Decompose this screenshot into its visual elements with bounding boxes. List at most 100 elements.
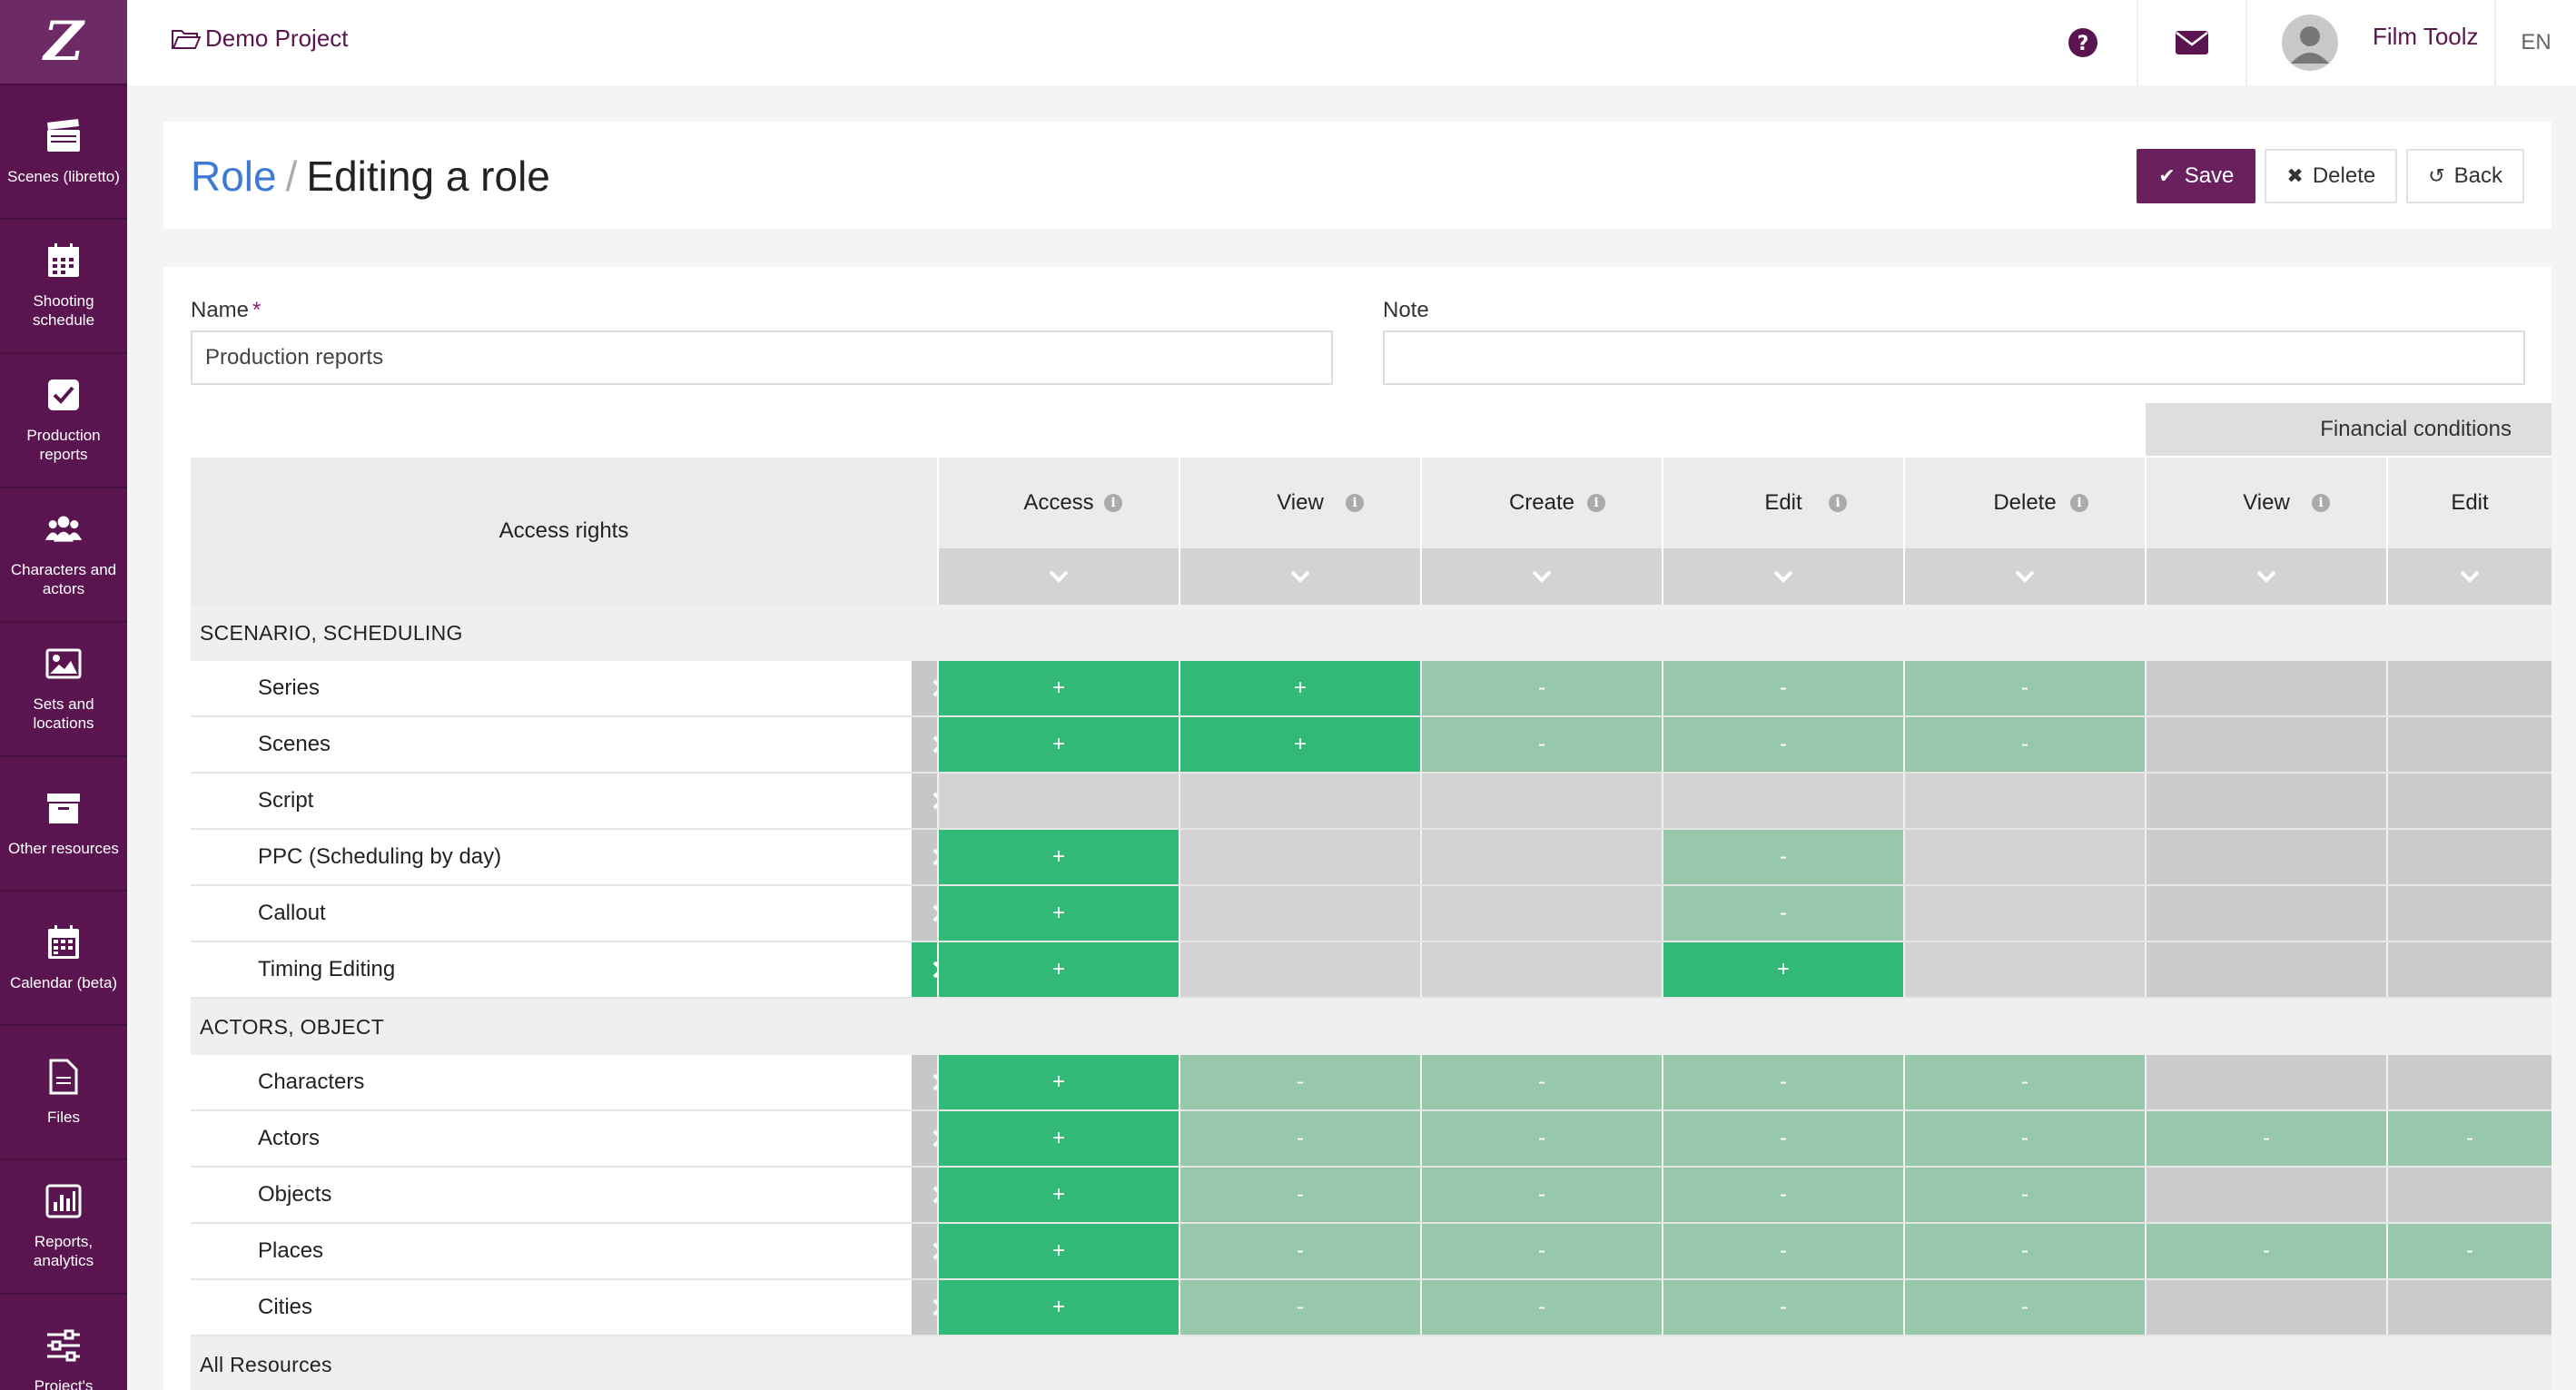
sidebar-item-reports-analytics[interactable]: Reports, analytics xyxy=(0,1160,127,1295)
permission-cell[interactable] xyxy=(2145,774,2386,828)
sidebar-item-calendar-beta[interactable]: Calendar (beta) xyxy=(0,892,127,1026)
permission-cell[interactable] xyxy=(2386,1055,2551,1109)
info-icon[interactable]: i xyxy=(1104,494,1122,512)
permission-cell[interactable]: - xyxy=(1662,830,1903,884)
breadcrumb-role-link[interactable]: Role xyxy=(191,153,277,200)
sidebar-item-shooting-schedule[interactable]: Shooting schedule xyxy=(0,220,127,354)
permission-cell[interactable] xyxy=(2145,1055,2386,1109)
column-dropdown[interactable] xyxy=(1905,548,2145,605)
permission-cell[interactable]: - xyxy=(1903,661,2145,715)
back-button[interactable]: ↺ Back xyxy=(2406,149,2524,203)
sidebar-item-other-resources[interactable]: Other resources xyxy=(0,757,127,892)
permission-cell[interactable]: - xyxy=(1662,717,1903,772)
permission-cell[interactable]: - xyxy=(1179,1111,1420,1166)
permission-cell[interactable]: - xyxy=(1662,1168,1903,1222)
permission-cell[interactable]: - xyxy=(1662,661,1903,715)
permission-cell[interactable]: - xyxy=(1420,1168,1662,1222)
user-menu[interactable]: Film Toolz xyxy=(2245,0,2494,85)
permission-cell[interactable]: - xyxy=(1662,1055,1903,1109)
permission-cell[interactable]: + xyxy=(937,886,1179,941)
permission-cell[interactable] xyxy=(2145,717,2386,772)
permission-cell[interactable] xyxy=(1179,774,1420,828)
permission-cell[interactable]: - xyxy=(1420,661,1662,715)
permission-cell[interactable]: - xyxy=(1420,1280,1662,1335)
sidebar-item-project-s[interactable]: Project's xyxy=(0,1295,127,1390)
column-dropdown[interactable] xyxy=(1663,548,1903,605)
permission-cell[interactable] xyxy=(1179,942,1420,997)
permission-cell[interactable] xyxy=(1903,886,2145,941)
permission-cell[interactable] xyxy=(1420,774,1662,828)
permission-cell[interactable]: + xyxy=(937,1224,1179,1278)
permission-cell[interactable] xyxy=(937,774,1179,828)
column-dropdown[interactable] xyxy=(2147,548,2386,605)
permission-cell[interactable] xyxy=(1662,774,1903,828)
permission-cell[interactable] xyxy=(2386,886,2551,941)
sidebar-item-scenes-libretto[interactable]: Scenes (libretto) xyxy=(0,85,127,220)
column-dropdown[interactable] xyxy=(1422,548,1662,605)
permission-cell[interactable] xyxy=(1420,830,1662,884)
column-dropdown[interactable] xyxy=(1180,548,1420,605)
permission-cell[interactable] xyxy=(2386,830,2551,884)
permission-cell[interactable] xyxy=(1903,942,2145,997)
messages-button[interactable] xyxy=(2137,0,2245,85)
name-input[interactable]: Production reports xyxy=(191,330,1333,385)
permission-cell[interactable] xyxy=(2145,1168,2386,1222)
info-icon[interactable]: i xyxy=(1346,494,1364,512)
permission-cell[interactable] xyxy=(2386,942,2551,997)
permission-cell[interactable]: - xyxy=(1420,1111,1662,1166)
permission-cell[interactable]: - xyxy=(1903,1224,2145,1278)
sidebar-item-production-reports[interactable]: Production reports xyxy=(0,354,127,488)
permission-cell[interactable]: + xyxy=(937,1280,1179,1335)
permission-cell[interactable]: - xyxy=(1903,1280,2145,1335)
permission-cell[interactable] xyxy=(1179,830,1420,884)
permission-cell[interactable] xyxy=(1903,830,2145,884)
permission-cell[interactable]: - xyxy=(1179,1224,1420,1278)
permission-cell[interactable] xyxy=(1179,886,1420,941)
sidebar-item-files[interactable]: Files xyxy=(0,1026,127,1160)
permission-cell[interactable] xyxy=(2145,830,2386,884)
permission-cell[interactable]: - xyxy=(1662,1224,1903,1278)
sidebar-item-characters-and-actors[interactable]: Characters and actors xyxy=(0,488,127,623)
sidebar-item-sets-and-locations[interactable]: Sets and locations xyxy=(0,623,127,757)
permission-cell[interactable]: - xyxy=(2386,1111,2551,1166)
permission-cell[interactable]: - xyxy=(1179,1168,1420,1222)
permission-cell[interactable] xyxy=(2145,886,2386,941)
app-logo[interactable]: Z xyxy=(0,0,127,85)
permission-cell[interactable]: - xyxy=(1420,1224,1662,1278)
permission-cell[interactable] xyxy=(2386,1280,2551,1335)
permission-cell[interactable]: + xyxy=(937,1055,1179,1109)
delete-button[interactable]: ✖ Delete xyxy=(2265,149,2398,203)
help-button[interactable]: ? xyxy=(2029,0,2137,85)
permission-cell[interactable]: + xyxy=(937,661,1179,715)
permission-cell[interactable] xyxy=(1420,886,1662,941)
info-icon[interactable]: i xyxy=(2312,494,2330,512)
permission-cell[interactable]: + xyxy=(937,1111,1179,1166)
permission-cell[interactable]: + xyxy=(1179,717,1420,772)
permission-cell[interactable]: - xyxy=(1662,1111,1903,1166)
permission-cell[interactable] xyxy=(2145,661,2386,715)
permission-cell[interactable]: - xyxy=(1903,1055,2145,1109)
permission-cell[interactable]: + xyxy=(937,942,1179,997)
permission-cell[interactable] xyxy=(2145,942,2386,997)
permission-cell[interactable]: + xyxy=(1662,942,1903,997)
permission-cell[interactable]: + xyxy=(937,1168,1179,1222)
permission-cell[interactable] xyxy=(1420,942,1662,997)
permission-cell[interactable] xyxy=(1903,774,2145,828)
permission-cell[interactable]: + xyxy=(937,717,1179,772)
project-link[interactable]: Demo Project xyxy=(171,25,349,53)
save-button[interactable]: ✔ Save xyxy=(2137,149,2256,203)
note-input[interactable] xyxy=(1383,330,2525,385)
info-icon[interactable]: i xyxy=(1829,494,1847,512)
permission-cell[interactable] xyxy=(2386,774,2551,828)
permission-cell[interactable]: - xyxy=(2386,1224,2551,1278)
permission-cell[interactable]: - xyxy=(2145,1111,2386,1166)
permission-cell[interactable]: - xyxy=(1903,1111,2145,1166)
permission-cell[interactable] xyxy=(2145,1280,2386,1335)
permission-cell[interactable]: - xyxy=(1179,1280,1420,1335)
column-dropdown[interactable] xyxy=(2388,548,2551,605)
permission-cell[interactable]: - xyxy=(1420,717,1662,772)
info-icon[interactable]: i xyxy=(1587,494,1605,512)
permission-cell[interactable]: - xyxy=(1420,1055,1662,1109)
permission-cell[interactable]: - xyxy=(1903,717,2145,772)
permission-cell[interactable]: - xyxy=(1179,1055,1420,1109)
